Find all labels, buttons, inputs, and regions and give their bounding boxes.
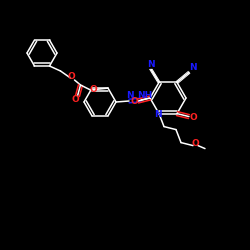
Text: O: O	[68, 72, 76, 82]
Text: O: O	[189, 113, 197, 122]
Text: O: O	[191, 139, 199, 148]
Text: O: O	[72, 96, 80, 104]
Text: N: N	[126, 92, 134, 100]
Text: N: N	[189, 63, 197, 72]
Text: O: O	[130, 98, 138, 106]
Text: N: N	[154, 110, 162, 119]
Text: N: N	[147, 60, 155, 69]
Text: O: O	[90, 86, 98, 94]
Text: NH: NH	[138, 92, 152, 100]
